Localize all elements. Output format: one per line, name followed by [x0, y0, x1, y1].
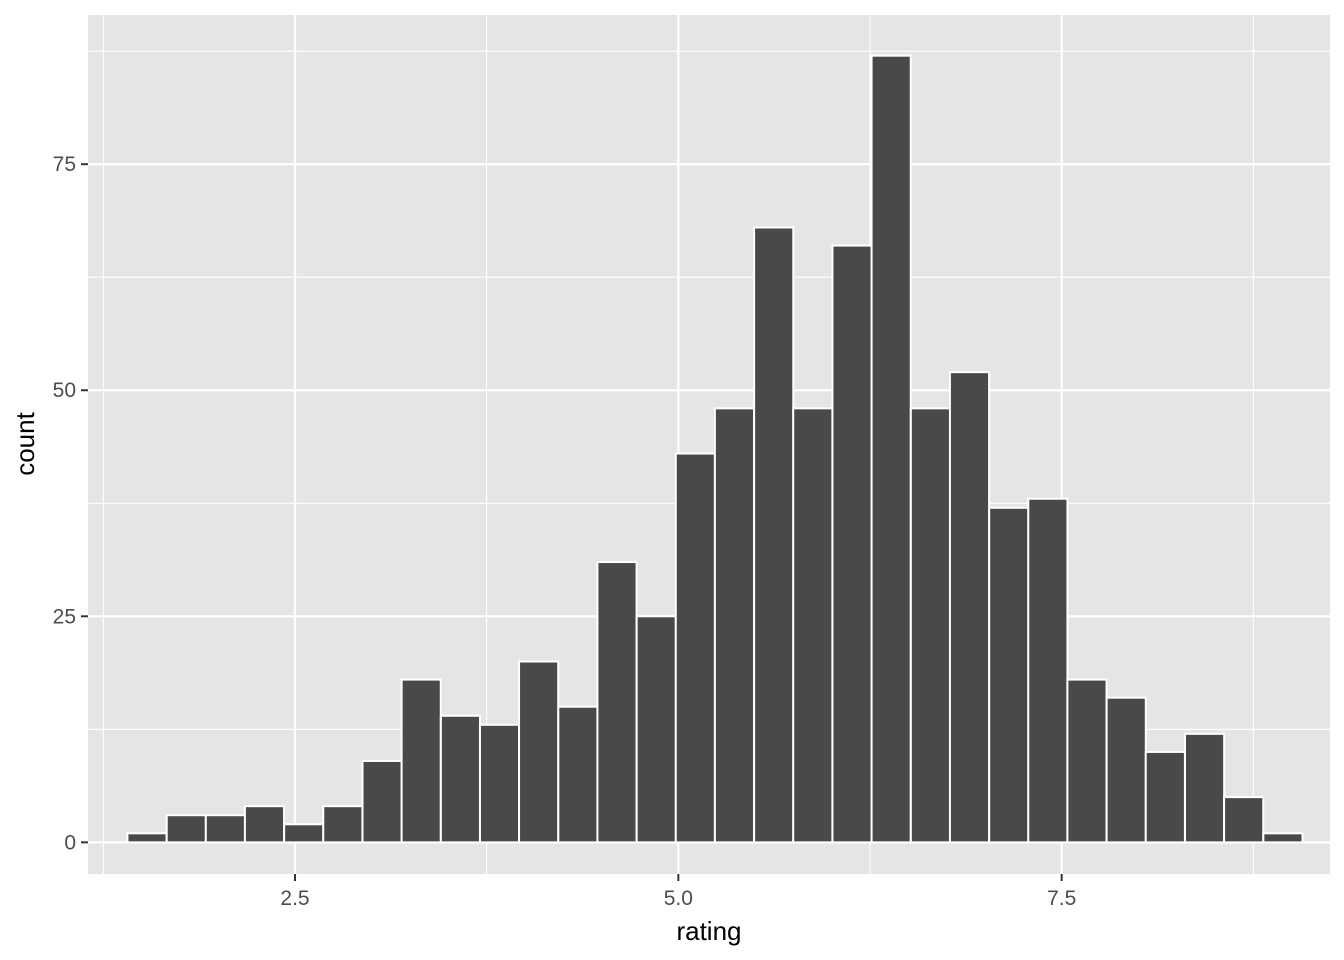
histogram-bar [674, 452, 716, 844]
histogram-bar [753, 226, 795, 844]
histogram-bar [635, 615, 677, 844]
histogram-bar [909, 407, 951, 844]
histogram-bar [1027, 497, 1069, 844]
histogram-bar [870, 54, 912, 844]
histogram-bars [126, 54, 1304, 844]
histogram-bar [283, 823, 325, 844]
histogram-bar [596, 561, 638, 844]
y-tick-label: 25 [53, 605, 76, 628]
histogram-bar [361, 759, 403, 844]
histogram-bar [1144, 750, 1186, 844]
histogram-bar [1066, 678, 1108, 844]
x-tick-label: 2.5 [280, 887, 309, 910]
histogram-bar [126, 832, 168, 844]
x-tick-label: 5.0 [664, 887, 693, 910]
histogram-bar [1223, 796, 1265, 844]
y-tick-label: 75 [53, 153, 76, 176]
x-axis: 2.5 5.0 7.5 [280, 874, 1076, 910]
histogram-bar [322, 805, 364, 844]
histogram-bar [1105, 696, 1147, 844]
histogram-bar [557, 705, 599, 844]
histogram-bar [518, 660, 560, 844]
y-tick-label: 50 [53, 379, 76, 402]
y-axis-title: count [10, 411, 40, 475]
histogram-bar [792, 407, 834, 844]
histogram-bar [831, 244, 873, 844]
histogram-bar [713, 407, 756, 844]
histogram-bar [478, 723, 521, 844]
histogram-bar [1262, 832, 1304, 844]
y-tick-label: 0 [64, 831, 76, 854]
histogram-bar [400, 678, 442, 844]
y-axis: 0 25 50 75 [53, 153, 88, 854]
histogram-bar [439, 714, 482, 844]
histogram-bar [243, 805, 286, 844]
histogram-bar [948, 371, 991, 844]
x-tick-label: 7.5 [1047, 887, 1076, 910]
histogram-bar [204, 814, 246, 844]
histogram-bar [988, 506, 1030, 844]
x-axis-title: rating [676, 916, 741, 946]
histogram-bar [165, 814, 207, 844]
histogram-bar [1183, 732, 1226, 844]
